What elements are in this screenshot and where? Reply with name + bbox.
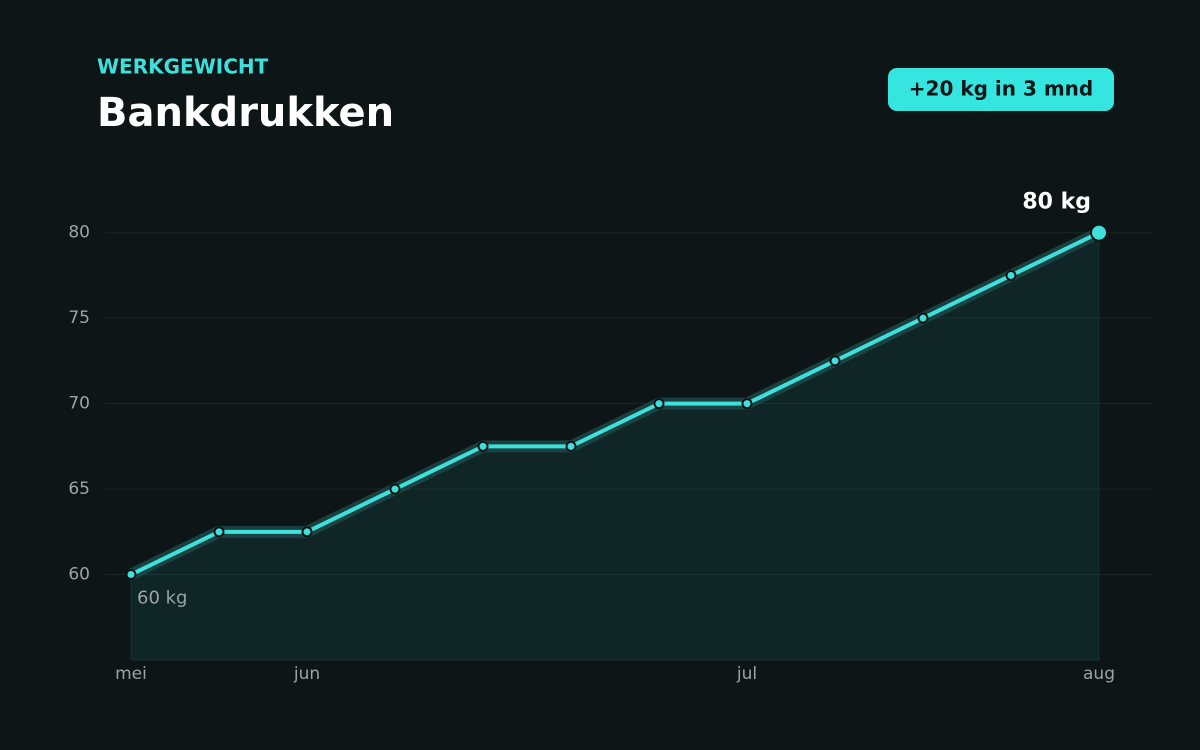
point <box>389 483 401 495</box>
value-label: 60 kg <box>137 588 187 609</box>
y-tick-label: 80 <box>68 223 90 243</box>
x-tick-label: mei <box>115 664 147 684</box>
value-label: 80 kg <box>1022 190 1091 215</box>
point <box>653 398 665 410</box>
y-tick-label: 65 <box>68 479 90 499</box>
chart-title: Bankdrukken <box>97 90 394 136</box>
point <box>125 569 137 581</box>
y-tick-label: 70 <box>68 394 90 414</box>
badge <box>888 68 1114 111</box>
x-tick-label: jun <box>293 664 320 684</box>
point <box>829 355 841 367</box>
line <box>130 230 1100 577</box>
point <box>1005 269 1017 281</box>
point <box>1090 223 1108 242</box>
y-tick-label: 60 <box>68 565 90 585</box>
point <box>565 440 577 452</box>
x-tick-label: jul <box>736 664 757 684</box>
point <box>213 526 225 538</box>
point <box>477 440 489 452</box>
point <box>917 312 929 324</box>
point <box>301 526 313 538</box>
chart-subtitle: WERKGEWICHT <box>97 55 269 79</box>
point <box>741 398 753 410</box>
x-tick-label: aug <box>1083 664 1115 684</box>
badge-text: +20 kg in 3 mnd <box>909 77 1093 101</box>
y-tick-label: 75 <box>68 308 90 328</box>
